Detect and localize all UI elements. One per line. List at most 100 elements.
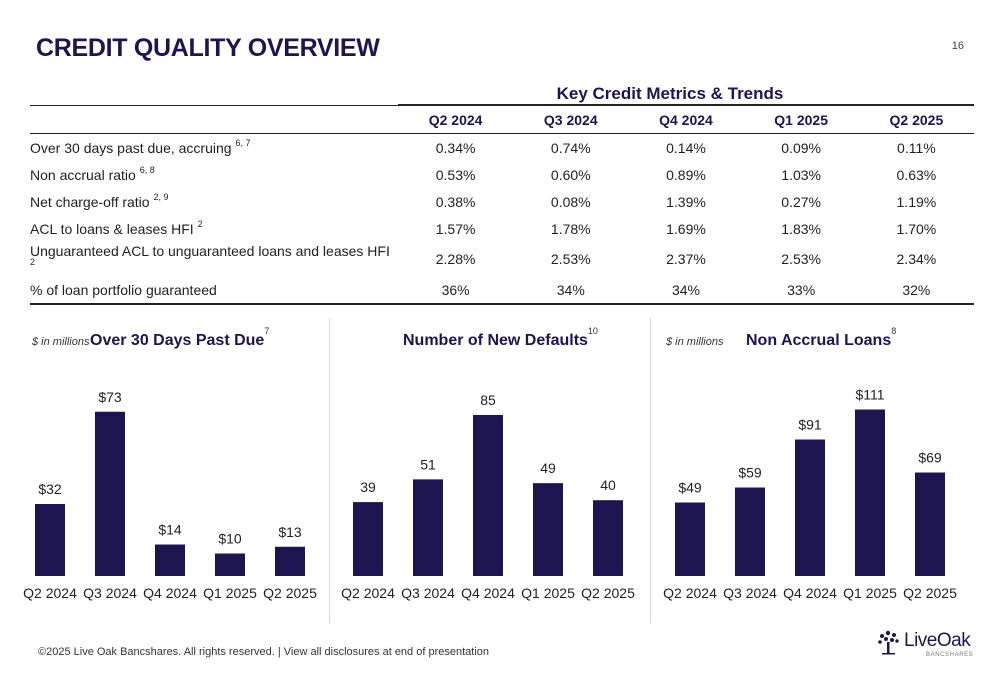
page-number: 16 [951, 40, 964, 52]
x-tick-label: Q2 2024 [341, 585, 395, 601]
x-tick-label: Q4 2024 [461, 585, 515, 601]
table-cell: 1.57% [435, 220, 476, 237]
bar [275, 546, 305, 576]
row-label-text: % of loan portfolio guaranteed [30, 281, 217, 298]
row-footnote: 6, 7 [235, 137, 251, 148]
x-tick-label: Q2 2024 [23, 585, 77, 601]
table-cell: 1.78% [550, 220, 591, 237]
chart-2-title-note: 10 [587, 326, 598, 336]
row-label-text: ACL to loans & leases HFI [30, 220, 194, 237]
oak-tree-icon [878, 630, 899, 655]
table-cell: 34% [628, 276, 744, 305]
data-label: $69 [918, 450, 942, 466]
chart-number-of-new-defaults: 39 Q2 2024 51 Q3 2024 85 Q4 2024 49 Q1 2025 40 Q2… [341, 392, 635, 601]
credit-metrics-table: Q2 2024 Q3 2024 Q4 2024 Q1 2025 Q2 2025 … [30, 104, 974, 305]
table-cell: 0.09% [781, 139, 821, 156]
chart-1-title-text: Over 30 Days Past Due [90, 332, 265, 349]
x-tick-label: Q1 2025 [843, 585, 897, 601]
data-label: $91 [798, 417, 822, 433]
x-tick-label: Q2 2025 [581, 585, 635, 601]
table-row: Over 30 days past due, accruing 6, 7 0.34… [30, 134, 974, 162]
bar [593, 500, 623, 576]
bar [915, 472, 945, 576]
data-label: $73 [98, 389, 122, 405]
row-label: Net charge-off ratio 2, 9 [30, 188, 398, 215]
bar [155, 544, 185, 576]
bar [533, 483, 563, 576]
table-row: ACL to loans & leases HFI 2 1.57% 1.78% 1.6… [30, 215, 974, 242]
panel-divider [650, 318, 651, 623]
chart-1-unit-note: $ in millions [32, 336, 90, 348]
data-label: $49 [678, 480, 702, 496]
table-cell: 0.53% [435, 166, 476, 183]
table-row: Non accrual ratio 6, 8 0.53% 0.60% 0.89% 1.0… [30, 161, 974, 188]
table-cell: 0.14% [666, 139, 706, 156]
bar [35, 504, 65, 576]
table-cell: 32% [858, 276, 974, 305]
x-tick-label: Q2 2025 [903, 585, 957, 601]
bar [735, 487, 765, 576]
x-tick-label: Q1 2025 [521, 585, 575, 601]
table-cell: 0.89% [666, 166, 706, 183]
table-cell: 0.60% [550, 166, 591, 183]
table-row: % of loan portfolio guaranteed 36% 34% 34% 3… [30, 276, 974, 305]
table-cell: 2.34% [896, 251, 937, 267]
table-cell: 1.39% [666, 193, 706, 210]
table-cell: 0.74% [550, 139, 591, 156]
column-header: Q2 2025 [858, 104, 974, 134]
bar [795, 439, 825, 576]
x-tick-label: Q3 2024 [401, 585, 455, 601]
bar [413, 479, 443, 576]
bar [95, 411, 125, 576]
row-footnote: 2 [197, 218, 203, 229]
column-header: Q2 2024 [398, 104, 514, 134]
table-cell: 0.27% [781, 193, 821, 210]
chart-1-title: Over 30 Days Past Due7 [90, 326, 269, 350]
page-title: CREDIT QUALITY OVERVIEW [36, 34, 380, 62]
data-label: 51 [420, 456, 436, 472]
row-label-text: Net charge-off ratio [30, 193, 150, 210]
row-label-text: Over 30 days past due, accruing [30, 139, 232, 156]
bar [855, 409, 885, 576]
row-footnote: 6, 8 [139, 164, 155, 175]
bar [675, 502, 705, 576]
data-label: $10 [218, 531, 242, 547]
x-tick-label: Q3 2024 [83, 585, 137, 601]
row-footnote: 2, 9 [153, 191, 169, 202]
table-cell: 2.53% [781, 251, 821, 267]
data-label: $13 [278, 524, 302, 540]
table-row: Unguaranteed ACL to unguaranteed loans a… [30, 242, 974, 276]
x-tick-label: Q4 2024 [783, 585, 837, 601]
logo-name: LiveOak [904, 630, 971, 651]
row-label: ACL to loans & leases HFI 2 [30, 215, 398, 242]
table-cell: 0.08% [550, 193, 591, 210]
x-tick-label: Q3 2024 [723, 585, 777, 601]
table-cell: 2.53% [550, 251, 591, 267]
table-cell: 1.83% [781, 220, 821, 237]
panel-divider [329, 318, 330, 623]
x-tick-label: Q2 2025 [263, 585, 317, 601]
table-cell: 2.37% [666, 251, 706, 267]
table-cell: 1.69% [666, 220, 706, 237]
row-footnote: 2 [30, 257, 36, 267]
table-caption: Key Credit Metrics & Trends [556, 84, 784, 103]
chart-3-title-note: 8 [891, 326, 897, 336]
bar [473, 414, 503, 576]
column-header: Q4 2024 [628, 104, 744, 134]
data-label: 85 [480, 392, 496, 408]
chart-3-title: Non Accrual Loans8 [746, 326, 896, 350]
x-tick-label: Q2 2024 [663, 585, 717, 601]
chart-1-title-note: 7 [264, 326, 270, 336]
table-cell: 0.11% [897, 139, 936, 156]
data-label: 49 [540, 460, 556, 476]
column-header: Q3 2024 [513, 104, 629, 134]
row-label: Unguaranteed ACL to unguaranteed loans a… [30, 242, 398, 276]
data-label: 40 [600, 477, 616, 493]
table-cell: 0.38% [435, 193, 476, 210]
row-label-text: Unguaranteed ACL to unguaranteed loans a… [30, 243, 390, 259]
footer-disclaimer: ©2025 Live Oak Bancshares. All rights re… [38, 646, 489, 658]
row-label: Non accrual ratio 6, 8 [30, 161, 398, 188]
table-cell: 34% [513, 276, 629, 305]
table-cell: 1.70% [896, 220, 937, 237]
table-cell: 33% [743, 276, 859, 305]
